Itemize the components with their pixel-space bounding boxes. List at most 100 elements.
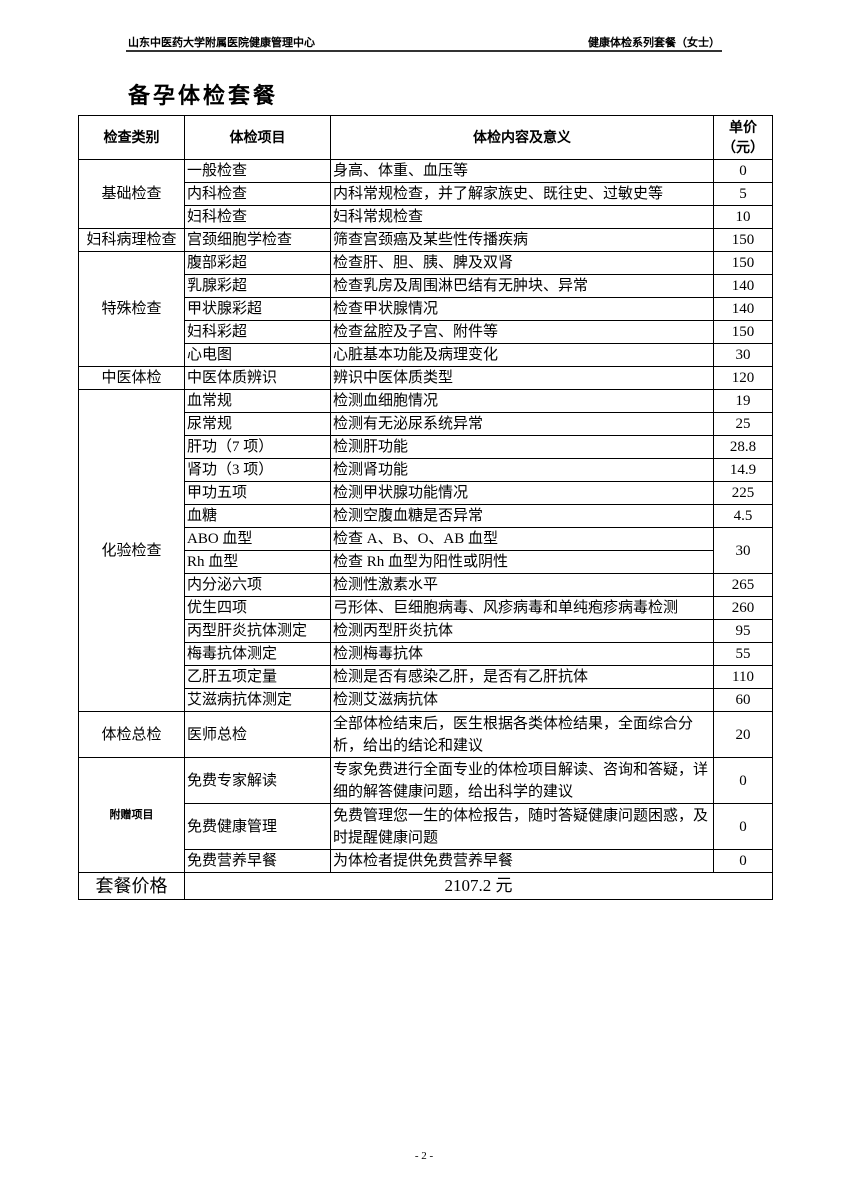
total-row: 套餐价格 2107.2 元 [78,872,773,900]
table-row: 免费营养早餐 为体检者提供免费营养早餐 0 [79,849,773,873]
header-org: 山东中医药大学附属医院健康管理中心 [128,36,315,49]
price-cell: 25 [713,412,773,436]
desc-cell: 检测有无泌尿系统异常 [330,412,714,436]
page-title: 备孕体检套餐 [128,84,279,109]
item-cell: 免费健康管理 [184,803,331,850]
item-cell: 内科检查 [184,182,331,206]
item-cell: 妇科彩超 [184,320,331,344]
desc-cell: 心脏基本功能及病理变化 [330,343,714,367]
price-cell: 120 [713,366,773,390]
table-row: 艾滋病抗体测定 检测艾滋病抗体 60 [79,688,773,712]
price-cell: 140 [713,274,773,298]
item-cell: 乳腺彩超 [184,274,331,298]
item-cell: 血糖 [184,504,331,528]
price-cell: 55 [713,642,773,666]
desc-cell: 检查 Rh 血型为阳性或阴性 [330,550,714,574]
col-desc: 体检内容及意义 [330,115,714,160]
desc-cell: 检测甲状腺功能情况 [330,481,714,505]
price-cell: 140 [713,297,773,321]
item-cell: 艾滋病抗体测定 [184,688,331,712]
category-cell: 妇科病理检查 [78,228,185,252]
category-cell: 化验检查 [78,389,185,712]
price-cell: 30 [713,343,773,367]
desc-cell: 检测肝功能 [330,435,714,459]
total-value: 2107.2 元 [184,872,773,900]
desc-cell: 专家免费进行全面专业的体检项目解读、咨询和答疑，详细的解答健康问题，给出科学的建… [330,757,714,804]
desc-cell: 弓形体、巨细胞病毒、风疹病毒和单纯疱疹病毒检测 [330,596,714,620]
table-row: 优生四项 弓形体、巨细胞病毒、风疹病毒和单纯疱疹病毒检测 260 [79,596,773,620]
price-cell: 225 [713,481,773,505]
desc-cell: 检查 A、B、O、AB 血型 [330,527,714,551]
desc-cell: 全部体检结束后，医生根据各类体检结果，全面综合分析，给出的结论和建议 [330,711,714,758]
col-price: 单价（元） [713,115,773,160]
table-row: 体检总检 医师总检 全部体检结束后，医生根据各类体检结果，全面综合分析，给出的结论和… [78,711,773,758]
table-row: 乙肝五项定量 检测是否有感染乙肝，是否有乙肝抗体 110 [79,665,773,689]
price-cell: 28.8 [713,435,773,459]
table-header-row: 检查类别 体检项目 体检内容及意义 单价（元） [78,115,773,160]
item-cell: 内分泌六项 [184,573,331,597]
item-cell: Rh 血型 [184,550,331,574]
item-cell: ABO 血型 [184,527,331,551]
price-cell: 60 [713,688,773,712]
desc-cell: 筛查宫颈癌及某些性传播疾病 [330,228,714,252]
total-label: 套餐价格 [78,872,185,900]
col-category: 检查类别 [78,115,185,160]
price-cell: 5 [713,182,773,206]
item-cell: 丙型肝炎抗体测定 [184,619,331,643]
price-cell: 110 [713,665,773,689]
desc-cell: 检测血细胞情况 [330,389,714,413]
item-cell: 优生四项 [184,596,331,620]
item-cell: 一般检查 [184,159,331,183]
price-cell: 0 [713,159,773,183]
price-cell: 95 [713,619,773,643]
item-cell: 甲状腺彩超 [184,297,331,321]
table-row: 中医体检 中医体质辨识 辨识中医体质类型 120 [78,366,773,390]
desc-cell: 检查肝、胆、胰、脾及双肾 [330,251,714,275]
item-cell: 医师总检 [184,711,331,758]
table-row: 内科检查 内科常规检查，并了解家族史、既往史、过敏史等 5 [79,182,773,206]
desc-cell: 检查甲状腺情况 [330,297,714,321]
table-row: 附赠项目 免费专家解读 专家免费进行全面专业的体检项目解读、咨询和答疑，详细的解答健… [78,757,773,873]
item-cell: 血常规 [184,389,331,413]
table-row: 妇科病理检查 宫颈细胞学检查 筛查宫颈癌及某些性传播疾病 150 [78,228,773,252]
item-cell: 免费营养早餐 [184,849,331,873]
table-row: 内分泌六项 检测性激素水平 265 [79,573,773,597]
desc-cell: 检测丙型肝炎抗体 [330,619,714,643]
desc-cell: 检测肾功能 [330,458,714,482]
table-row: 特殊检查 腹部彩超 检查肝、胆、胰、脾及双肾 150 [78,251,773,367]
category-cell: 中医体检 [78,366,185,390]
item-cell: 乙肝五项定量 [184,665,331,689]
category-cell: 基础检查 [78,159,185,229]
item-cell: 甲功五项 [184,481,331,505]
desc-cell: 检查乳房及周围淋巴结有无肿块、异常 [330,274,714,298]
price-cell: 265 [713,573,773,597]
price-cell: 4.5 [713,504,773,528]
item-cell: 心电图 [184,343,331,367]
page-header: 山东中医药大学附属医院健康管理中心 健康体检系列套餐（女士） [126,34,722,52]
package-table: 检查类别 体检项目 体检内容及意义 单价（元） 基础检查 一般检查 身高、体重、血压… [78,115,773,900]
price-cell: 30 [713,527,773,574]
desc-cell: 检测空腹血糖是否异常 [330,504,714,528]
category-cell: 特殊检查 [78,251,185,367]
desc-cell: 检查盆腔及子宫、附件等 [330,320,714,344]
desc-cell: 检测艾滋病抗体 [330,688,714,712]
table-row: 丙型肝炎抗体测定 检测丙型肝炎抗体 95 [79,619,773,643]
price-cell: 0 [713,757,773,804]
col-item: 体检项目 [184,115,331,160]
item-cell: 宫颈细胞学检查 [184,228,331,252]
item-cell: 腹部彩超 [184,251,331,275]
price-cell: 0 [713,803,773,850]
page-number: - 2 - [414,1150,434,1162]
price-cell: 20 [713,711,773,758]
table-row: Rh 血型 检查 Rh 血型为阳性或阴性 [79,550,773,574]
category-cell: 体检总检 [78,711,185,758]
price-cell: 150 [713,228,773,252]
price-cell: 150 [713,251,773,275]
price-cell: 19 [713,389,773,413]
desc-cell: 妇科常规检查 [330,205,714,229]
table-row: 化验检查 血常规 检测血细胞情况 19 [78,389,773,712]
price-cell: 150 [713,320,773,344]
item-cell: 中医体质辨识 [184,366,331,390]
desc-cell: 辨识中医体质类型 [330,366,714,390]
table-row: 基础检查 一般检查 身高、体重、血压等 0 [78,159,773,229]
